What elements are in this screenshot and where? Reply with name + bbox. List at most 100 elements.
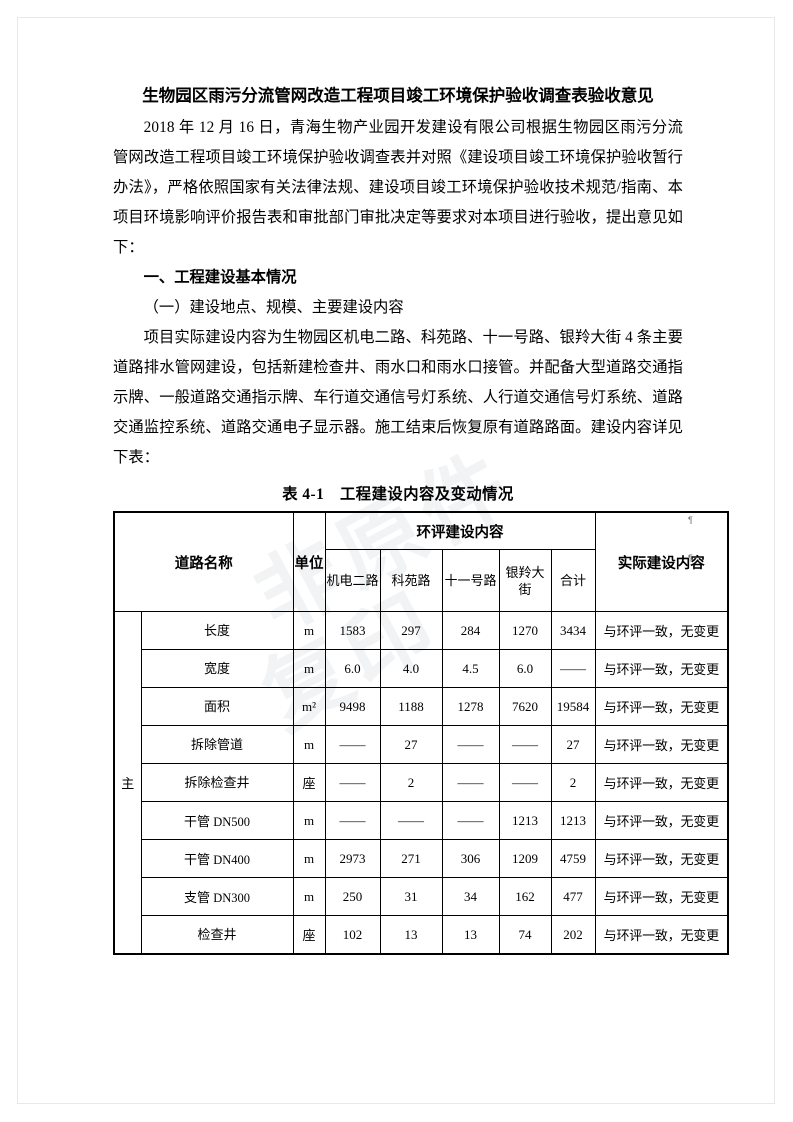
heading-subsection-1: （一）建设地点、规模、主要建设内容	[143, 298, 404, 316]
row-value: 2	[379, 763, 443, 803]
row-actual: 与环评一致，无变更	[594, 877, 729, 917]
row-value: 1209	[498, 839, 552, 879]
table-row: 支管 DN300 m 250 31 34 162 477 与环评一致，无变更	[114, 877, 729, 917]
heading-section-1: 一、工程建设基本情况	[143, 268, 297, 286]
row-actual: 与环评一致，无变更	[594, 725, 729, 765]
header-road-shiyihao: 十一号路	[441, 549, 500, 613]
row-total: 3434	[550, 611, 596, 651]
header-road-name: 道路名称	[113, 511, 294, 613]
row-unit: m	[292, 839, 326, 879]
row-total: 2	[550, 763, 596, 803]
row-value: 13	[441, 915, 500, 955]
row-value: ——	[498, 763, 552, 803]
table-row: 主 长度 m 1583 297 284 1270 3434 与环评一致，无变更	[113, 611, 729, 955]
row-actual: 与环评一致，无变更	[594, 687, 729, 727]
row-value: 34	[441, 877, 500, 917]
row-item-label: 支管 DN300	[140, 877, 294, 917]
row-value: 9498	[324, 687, 381, 727]
row-value: 284	[441, 611, 500, 651]
table-row: 干管 DN400 m 2973 271 306 1209 4759 与环评一致，…	[114, 839, 729, 879]
construction-content-table: 道路名称 单位 环评建设内容 实际建设内容 机电二路 科苑路 十一号路 银羚大街…	[113, 510, 730, 955]
row-unit: 座	[292, 763, 326, 803]
row-actual: 与环评一致，无变更	[594, 611, 729, 651]
row-value: 6.0	[324, 649, 381, 689]
row-value: 74	[498, 915, 552, 955]
row-value: 1213	[498, 801, 552, 841]
row-item-label: 拆除检查井	[140, 763, 294, 803]
row-actual: 与环评一致，无变更	[594, 839, 729, 879]
row-unit: m	[292, 877, 326, 917]
row-value: 13	[379, 915, 443, 955]
construction-content-paragraph: 项目实际建设内容为生物园区机电二路、科苑路、十一号路、银羚大街 4 条主要道路排…	[113, 328, 683, 466]
row-total: 1213	[550, 801, 596, 841]
row-value: ——	[441, 801, 500, 841]
row-value: 162	[498, 877, 552, 917]
row-value: 27	[379, 725, 443, 765]
row-value: 7620	[498, 687, 552, 727]
row-total: 19584	[550, 687, 596, 727]
row-value: 1188	[379, 687, 443, 727]
row-value: 306	[441, 839, 500, 879]
header-eia-content: 环评建设内容	[324, 511, 596, 551]
row-value: 31	[379, 877, 443, 917]
row-value: 1583	[324, 611, 381, 651]
row-value: ——	[441, 725, 500, 765]
row-unit: m	[292, 801, 326, 841]
row-total: 202	[550, 915, 596, 955]
row-item-label: 干管 DN400	[140, 839, 294, 879]
row-value: 4.0	[379, 649, 443, 689]
row-actual: 与环评一致，无变更	[594, 763, 729, 803]
row-value: 4.5	[441, 649, 500, 689]
table-row: 拆除检查井 座 —— 2 —— —— 2 与环评一致，无变更	[114, 763, 729, 803]
table-caption: 表 4-1 工程建设内容及变动情况	[282, 485, 514, 503]
table-row: 检查井 座 102 13 13 74 202 与环评一致，无变更	[114, 915, 729, 955]
row-unit: m²	[292, 687, 326, 727]
intro-paragraph: 2018 年 12 月 16 日，青海生物产业园开发建设有限公司根据生物园区雨污…	[113, 118, 683, 256]
table-row: 面积 m² 9498 1188 1278 7620 19584 与环评一致，无变…	[114, 687, 729, 727]
row-value: 2973	[324, 839, 381, 879]
row-total: 27	[550, 725, 596, 765]
table-row: 宽度 m 6.0 4.0 4.5 6.0 —— 与环评一致，无变更	[114, 649, 729, 689]
row-value: 1270	[498, 611, 552, 651]
row-item-label: 检查井	[140, 915, 294, 955]
table-wrapper: 道路名称 单位 环评建设内容 实际建设内容 机电二路 科苑路 十一号路 银羚大街…	[113, 510, 730, 955]
row-actual: 与环评一致，无变更	[594, 915, 729, 955]
row-total: 4759	[550, 839, 596, 879]
row-value: ——	[324, 801, 381, 841]
header-road-yinling: 银羚大街	[498, 549, 552, 613]
row-total: 477	[550, 877, 596, 917]
table-row: 拆除管道 m —— 27 —— —— 27 与环评一致，无变更	[114, 725, 729, 765]
row-value: 1278	[441, 687, 500, 727]
header-road-jidian2: 机电二路	[324, 549, 381, 613]
row-actual: 与环评一致，无变更	[594, 801, 729, 841]
header-total: 合计	[550, 549, 596, 613]
header-road-keyuan: 科苑路	[379, 549, 443, 613]
row-value: ——	[324, 763, 381, 803]
header-actual-content: 实际建设内容	[594, 511, 729, 613]
row-item-label: 干管 DN500	[140, 801, 294, 841]
table-header-row-top: 道路名称 单位 环评建设内容 实际建设内容	[113, 511, 729, 613]
row-value: 250	[324, 877, 381, 917]
row-unit: 座	[292, 915, 326, 955]
table-row: 干管 DN500 m —— —— —— 1213 1213 与环评一致，无变更	[114, 801, 729, 841]
row-unit: m	[292, 611, 326, 651]
row-value: 102	[324, 915, 381, 955]
row-value: ——	[441, 763, 500, 803]
row-unit: m	[292, 725, 326, 765]
row-actual: 与环评一致，无变更	[594, 649, 729, 689]
row-total: ——	[550, 649, 596, 689]
row-value: 271	[379, 839, 443, 879]
paragraph-mark-icon: ¶	[688, 514, 693, 525]
row-item-label: 长度	[140, 611, 294, 651]
row-unit: m	[292, 649, 326, 689]
row-value: ——	[498, 725, 552, 765]
row-item-label: 拆除管道	[140, 725, 294, 765]
row-item-label: 宽度	[140, 649, 294, 689]
row-value: ——	[379, 801, 443, 841]
table-side-label: 主	[113, 611, 142, 955]
page-title: 生物园区雨污分流管网改造工程项目竣工环境保护验收调查表验收意见	[142, 86, 654, 105]
row-item-label: 面积	[140, 687, 294, 727]
document-content: 生物园区雨污分流管网改造工程项目竣工环境保护验收调查表验收意见 2018 年 1…	[113, 84, 730, 955]
paragraph-mark-icon: ¶	[688, 552, 693, 563]
